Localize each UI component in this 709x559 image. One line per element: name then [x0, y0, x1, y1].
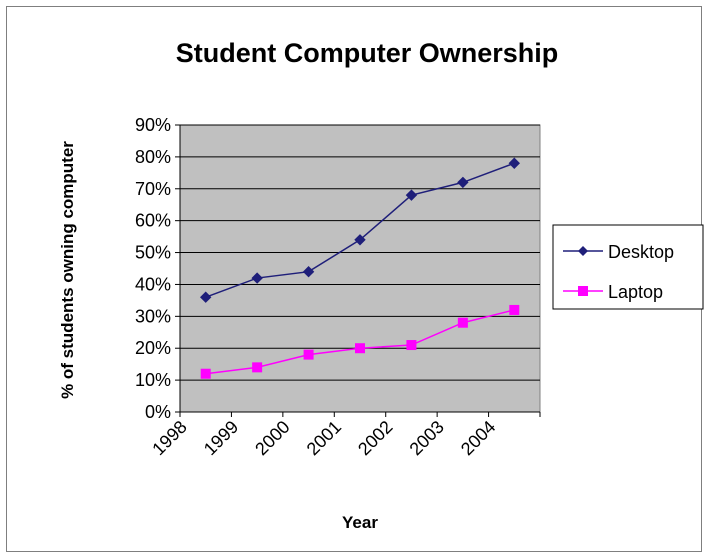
data-point-desktop [302, 265, 315, 278]
x-axis-title: Year [342, 513, 378, 532]
data-point-laptop [252, 362, 263, 373]
x-tick-label: 1999 [200, 417, 242, 459]
chart-title: Student Computer Ownership [176, 38, 559, 68]
data-point-laptop [303, 349, 314, 360]
y-tick-label: 0% [145, 402, 171, 422]
series-layer [200, 157, 520, 379]
y-tick-label: 80% [135, 147, 171, 167]
legend-marker-desktop [578, 246, 588, 256]
data-point-desktop [354, 234, 366, 246]
x-tick-label: 2001 [303, 417, 345, 459]
legend: Desktop Laptop [552, 224, 704, 310]
legend-label-laptop: Laptop [608, 282, 663, 302]
x-tick-label: 2000 [251, 417, 293, 459]
y-tick-label: 50% [135, 243, 171, 263]
data-point-laptop [200, 368, 211, 379]
grid-lines [180, 124, 540, 381]
data-point-desktop [457, 176, 469, 189]
y-tick-label: 90% [135, 115, 171, 135]
y-tick-label: 40% [135, 274, 171, 294]
data-point-laptop [457, 317, 468, 328]
y-axis-title: % of students owning computer [58, 141, 77, 399]
y-tick-label: 10% [135, 370, 171, 390]
plot-area [179, 124, 541, 413]
data-point-laptop [509, 304, 520, 315]
y-axis: 0% 10% 20% 30% 40% 50% 60% 70% 80% 90% [135, 115, 181, 422]
data-point-desktop [251, 272, 263, 284]
data-point-desktop [405, 189, 418, 201]
data-point-laptop [355, 343, 365, 354]
x-tick-label: 2004 [457, 417, 499, 459]
y-tick-label: 30% [135, 306, 171, 326]
legend-marker-laptop [578, 286, 588, 296]
data-point-desktop [508, 157, 520, 169]
data-point-desktop [200, 291, 212, 303]
data-point-laptop [406, 340, 417, 351]
x-tick-label: 1998 [148, 417, 190, 459]
x-axis: 1998 1999 2000 2001 2002 2003 2004 [148, 411, 541, 459]
y-tick-label: 70% [135, 179, 171, 199]
y-tick-label: 20% [135, 338, 171, 358]
legend-label-desktop: Desktop [608, 242, 674, 262]
y-tick-label: 60% [135, 211, 171, 231]
x-tick-label: 2002 [354, 417, 396, 459]
x-tick-label: 2003 [406, 417, 448, 459]
